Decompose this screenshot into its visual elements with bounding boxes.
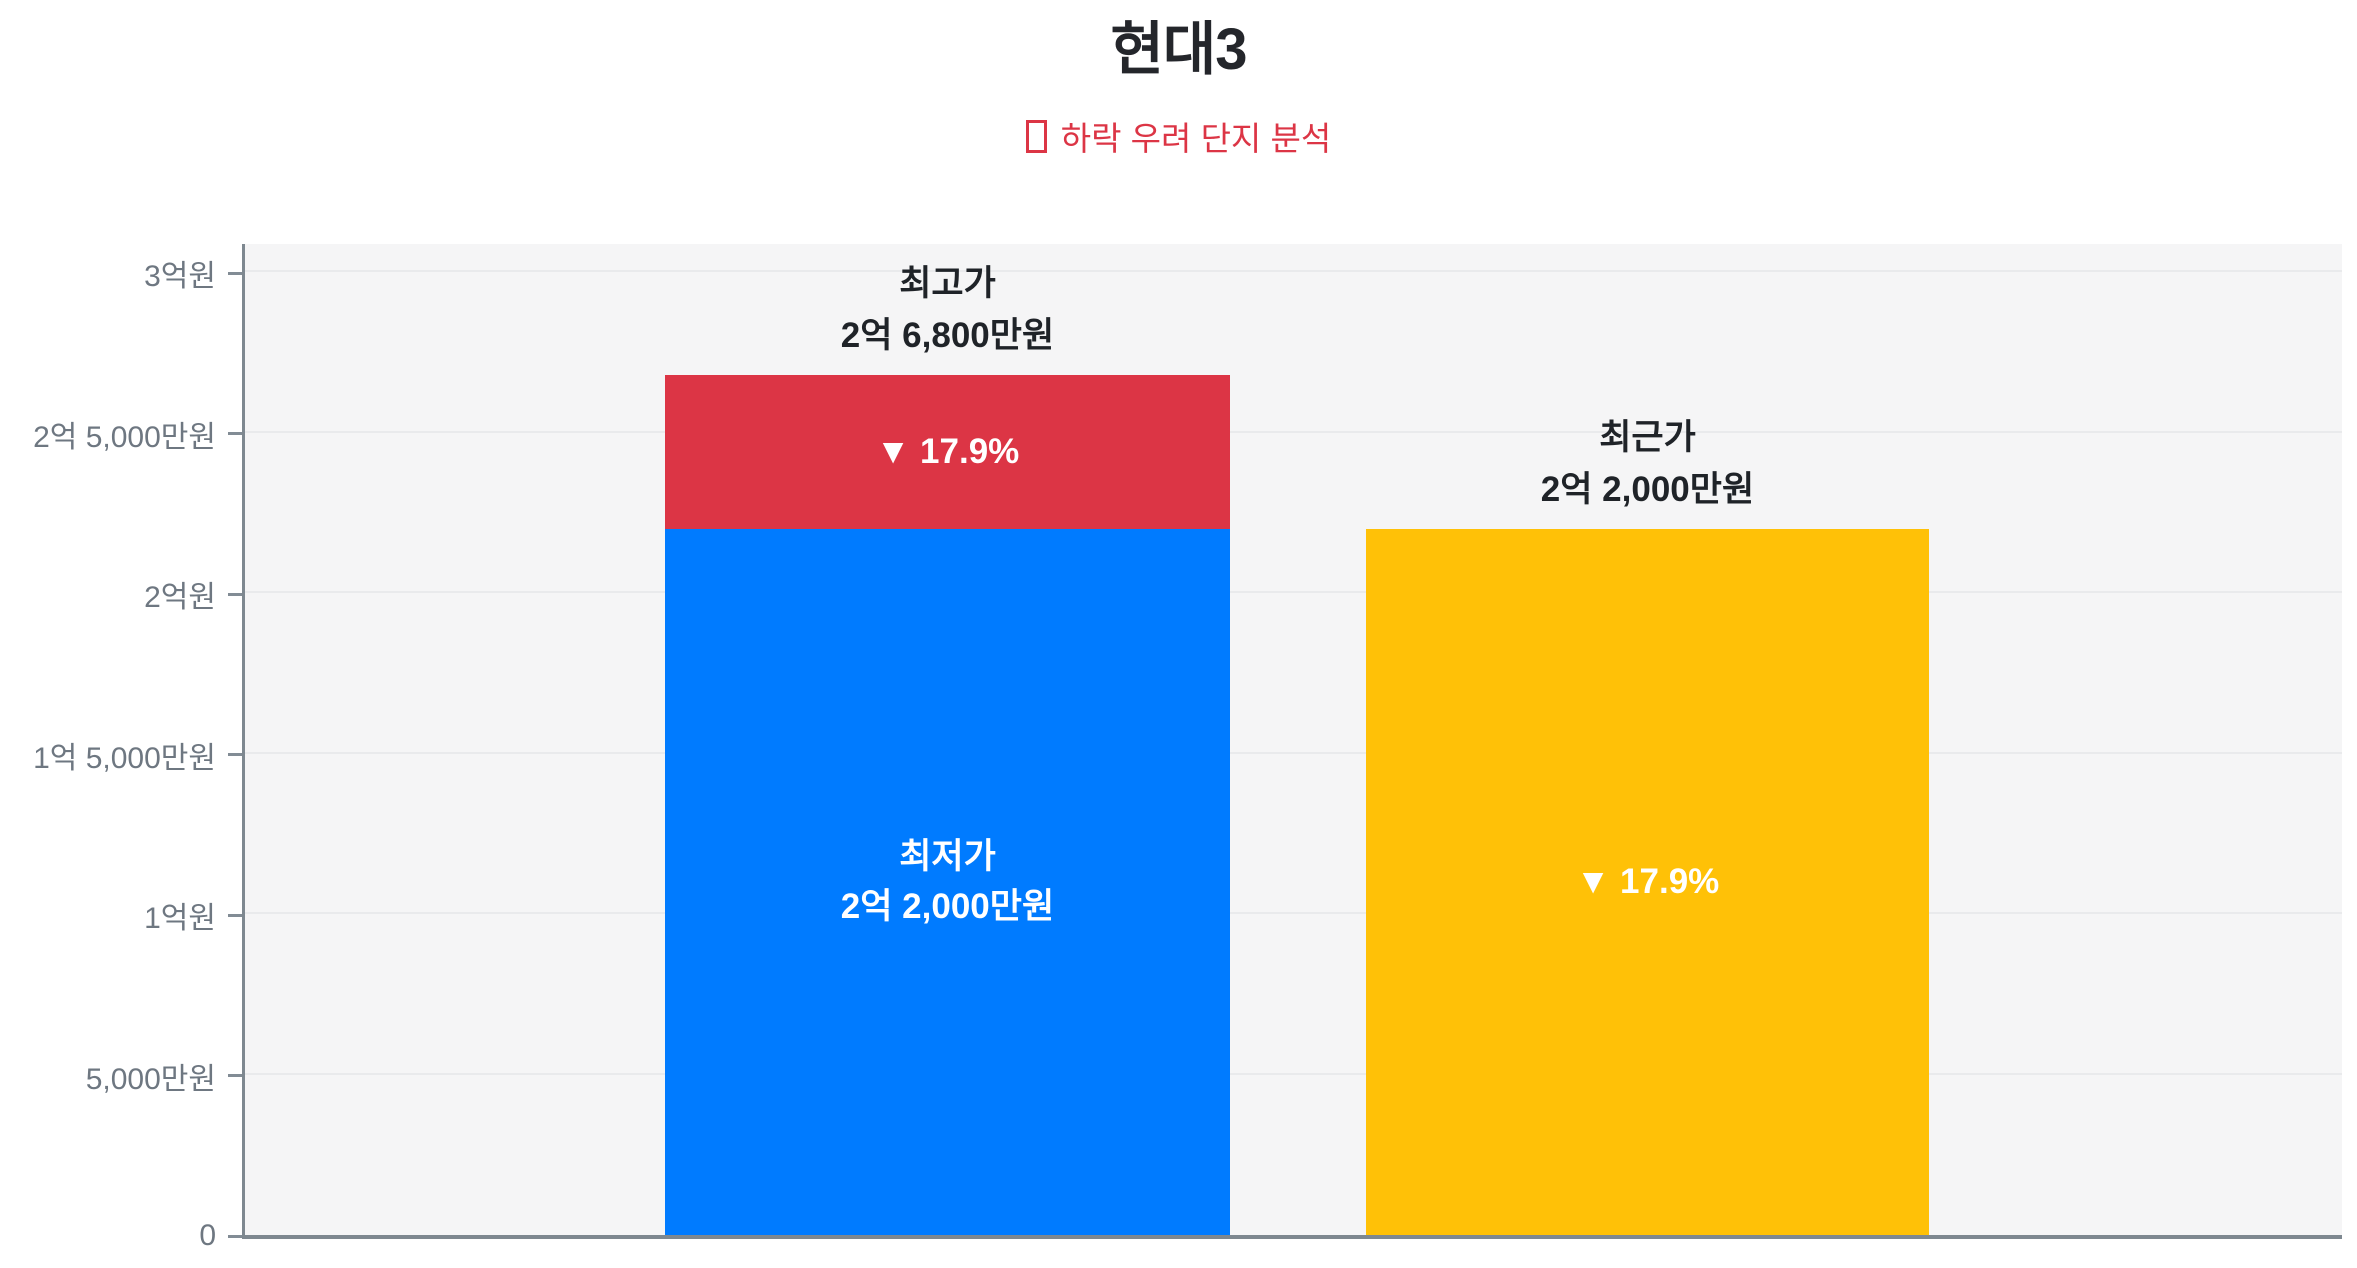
y-tick-mark bbox=[228, 1074, 242, 1077]
y-tick-4: 1억원 bbox=[144, 893, 242, 937]
segment-label-line1: ▼ 17.9% bbox=[1575, 861, 1720, 901]
gridline bbox=[245, 430, 2342, 433]
y-tick-1: 2억 5,000만원 bbox=[33, 412, 242, 456]
annotation-line1: 최고가 bbox=[899, 263, 996, 303]
y-tick-label: 1억 5,000만원 bbox=[33, 741, 216, 775]
y-tick-5: 5,000만원 bbox=[86, 1054, 242, 1098]
y-tick-0: 3억원 bbox=[144, 251, 242, 295]
y-tick-mark bbox=[228, 913, 242, 917]
bar-annotation-recent-price: 최근가 2억 2,000만원 bbox=[1366, 412, 1929, 516]
y-tick-mark bbox=[228, 592, 242, 596]
chart-subtitle-text: 하락 우려 단지 분석 bbox=[1060, 120, 1332, 157]
gridline bbox=[245, 751, 2342, 754]
gridline bbox=[245, 270, 2342, 272]
y-axis: 3억원 2억 5,000만원 2억원 1억 5,000만원 1억원 5,000만… bbox=[0, 244, 242, 1252]
segment-label-line1: 최저가 bbox=[899, 836, 996, 876]
y-tick-mark bbox=[228, 753, 242, 756]
bar-segment-drop-range: ▼ 17.9% bbox=[665, 374, 1230, 529]
y-tick-mark bbox=[228, 271, 242, 275]
bar-annotation-highest-price: 최고가 2억 6,800만원 bbox=[665, 258, 1230, 362]
segment-label: ▼ 17.9% bbox=[1576, 857, 1720, 907]
segment-label-line2: 2억 2,000만원 bbox=[840, 886, 1055, 926]
y-tick-label: 1억원 bbox=[144, 902, 216, 935]
bar-segment-lowest-price: 최저가 2억 2,000만원 bbox=[665, 528, 1230, 1235]
y-tick-label: 2억원 bbox=[144, 581, 216, 614]
gridline bbox=[245, 1072, 2342, 1075]
segment-label-line1: ▼ 17.9% bbox=[875, 431, 1020, 471]
segment-label: ▼ 17.9% bbox=[876, 427, 1020, 477]
segment-label: 최저가 2억 2,000만원 bbox=[841, 832, 1054, 932]
y-tick-2: 2억원 bbox=[144, 572, 242, 616]
y-tick-mark bbox=[228, 1234, 242, 1238]
plot-area: 최저가 2억 2,000만원 ▼ 17.9% 최고가 2억 6,800만원 ▼ … bbox=[242, 244, 2342, 1239]
y-tick-label: 3억원 bbox=[144, 260, 216, 293]
bar-group-price-range: 최저가 2억 2,000만원 ▼ 17.9% 최고가 2억 6,800만원 bbox=[665, 264, 1230, 1235]
y-tick-6: 0 bbox=[199, 1219, 242, 1253]
y-tick-label: 0 bbox=[199, 1219, 216, 1252]
chart-title: 현대3 bbox=[1110, 17, 1248, 82]
bar-group-recent-price: ▼ 17.9% 최근가 2억 2,000만원 bbox=[1366, 418, 1929, 1235]
y-tick-3: 1억 5,000만원 bbox=[33, 733, 242, 777]
chart-subtitle: 하락 우려 단지 분석 bbox=[0, 112, 2357, 160]
square-bullet-icon bbox=[1025, 120, 1047, 153]
y-tick-label: 5,000만원 bbox=[85, 1062, 216, 1096]
annotation-line2: 2억 2,000만원 bbox=[1540, 469, 1755, 509]
gridline bbox=[245, 912, 2342, 914]
gridline bbox=[245, 591, 2342, 593]
bar-segment-recent-price: ▼ 17.9% bbox=[1366, 528, 1929, 1235]
annotation-line2: 2억 6,800만원 bbox=[840, 315, 1055, 355]
annotation-line1: 최근가 bbox=[1599, 417, 1696, 457]
y-tick-label: 2억 5,000만원 bbox=[33, 420, 216, 454]
y-tick-mark bbox=[228, 432, 242, 435]
